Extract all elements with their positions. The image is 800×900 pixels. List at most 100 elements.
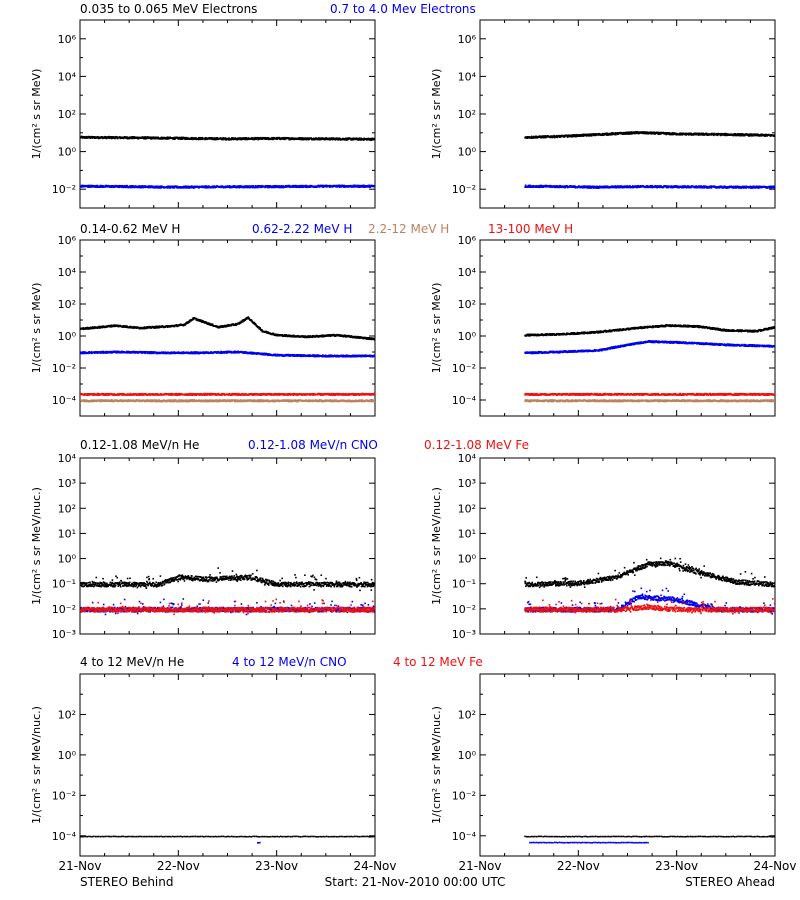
data-point — [224, 186, 227, 189]
data-point — [636, 132, 638, 135]
data-point — [589, 133, 591, 135]
data-point — [257, 186, 259, 189]
data-point — [213, 185, 215, 187]
data-point — [339, 335, 342, 337]
data-point — [631, 133, 633, 135]
data-point — [88, 184, 91, 187]
y-tick-label: 10⁰ — [458, 146, 477, 159]
data-point — [753, 185, 755, 187]
data-point — [88, 135, 90, 138]
data-point — [338, 138, 340, 141]
data-point — [280, 186, 282, 189]
data-point — [546, 184, 549, 187]
data-point — [167, 138, 170, 140]
data-point — [325, 137, 328, 139]
data-point — [667, 185, 669, 187]
data-point — [579, 186, 582, 189]
data-point — [662, 186, 665, 189]
data-point — [254, 185, 257, 188]
data-point — [713, 134, 715, 137]
data-point — [639, 186, 641, 188]
data-point — [532, 137, 535, 139]
data-point — [248, 318, 251, 320]
data-point — [167, 187, 169, 189]
data-point — [578, 133, 581, 136]
data-point — [299, 186, 302, 189]
data-point — [207, 322, 210, 324]
y-tick-label: 10⁶ — [58, 33, 77, 46]
data-point — [135, 326, 137, 328]
data-point — [88, 352, 90, 355]
data-point — [680, 186, 683, 189]
data-point — [331, 138, 334, 141]
data-point — [153, 326, 155, 328]
data-point — [529, 184, 532, 187]
data-point — [166, 138, 168, 140]
data-point — [749, 186, 751, 189]
data-point — [541, 135, 544, 137]
data-point — [580, 135, 582, 137]
data-point — [374, 185, 375, 187]
data-point — [756, 186, 759, 189]
data-point — [676, 185, 679, 188]
data-point — [86, 326, 88, 329]
data-point — [575, 135, 577, 138]
data-point — [213, 137, 215, 139]
y-axis-label: 1/(cm² s sr MeV) — [430, 69, 443, 160]
data-point — [592, 185, 595, 188]
data-point — [259, 327, 261, 329]
data-point — [773, 187, 775, 189]
data-point — [134, 185, 137, 187]
data-point — [187, 138, 189, 140]
data-point — [133, 325, 135, 328]
data-point — [716, 134, 719, 137]
data-point — [267, 137, 270, 139]
data-point — [760, 135, 763, 137]
data-point — [737, 133, 739, 135]
data-point — [88, 351, 91, 353]
data-point — [598, 132, 601, 135]
data-point — [369, 337, 372, 339]
data-point — [537, 186, 539, 189]
data-point — [190, 186, 193, 189]
data-point — [140, 327, 142, 330]
data-point — [288, 137, 290, 139]
data-point — [272, 186, 274, 189]
data-point — [651, 131, 654, 134]
data-point — [545, 136, 548, 139]
data-point — [243, 320, 245, 322]
y-tick-label: 10⁻² — [52, 362, 76, 375]
data-point — [566, 134, 568, 137]
data-point — [99, 186, 101, 188]
data-point — [544, 184, 547, 187]
data-point — [269, 185, 272, 187]
data-point — [366, 139, 368, 141]
series-blue — [524, 184, 775, 189]
data-point — [130, 136, 133, 138]
data-point — [697, 134, 700, 136]
data-point — [153, 136, 155, 139]
data-point — [105, 186, 107, 188]
y-tick-label: 10⁶ — [58, 234, 77, 247]
data-point — [205, 187, 208, 189]
data-point — [184, 185, 187, 187]
data-point — [198, 186, 200, 189]
data-point — [328, 184, 331, 187]
data-point — [255, 186, 258, 189]
data-point — [637, 184, 639, 187]
plot-frame — [79, 19, 376, 209]
data-point — [155, 186, 158, 189]
data-point — [737, 134, 740, 137]
data-point — [569, 135, 572, 138]
data-point — [364, 186, 367, 188]
data-point — [735, 134, 737, 137]
data-point — [598, 187, 601, 189]
data-point — [564, 185, 566, 187]
data-point — [550, 135, 552, 137]
data-point — [130, 325, 132, 328]
legend-entry: 0.14-0.62 MeV H — [80, 222, 180, 236]
data-point — [160, 136, 163, 139]
data-point — [324, 138, 326, 141]
data-point — [199, 137, 201, 139]
